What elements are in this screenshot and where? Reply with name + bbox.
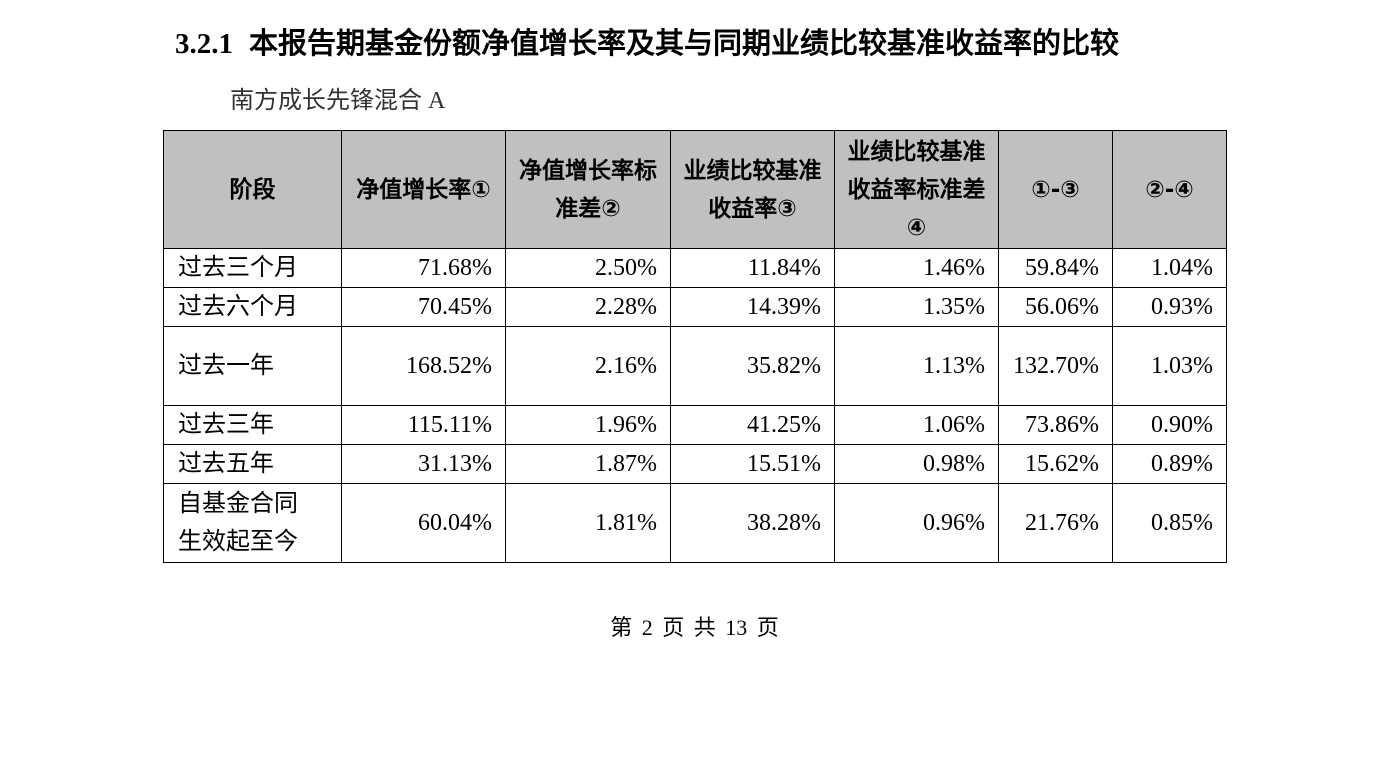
value-cell: 2.16% (505, 326, 671, 406)
value-cell: 1.13% (834, 326, 999, 406)
performance-table: 阶段 净值增长率① 净值增长率标准差② 业绩比较基准收益率③ 业绩比较基准收益率标准差④… (163, 130, 1227, 563)
value-cell: 1.06% (834, 405, 999, 445)
table-row: 过去六个月 70.45% 2.28% 14.39% 1.35% 56.06% 0.93% (163, 287, 1227, 327)
period-cell: 过去六个月 (163, 287, 342, 327)
column-header: 净值增长率① (341, 130, 506, 249)
fund-name: 南方成长先锋混合 A (230, 88, 446, 114)
table-row: 过去三年 115.11% 1.96% 41.25% 1.06% 73.86% 0.90% (163, 405, 1227, 445)
value-cell: 59.84% (998, 248, 1113, 288)
period-cell: 过去五年 (163, 444, 342, 484)
section-number: 3.2.1 (175, 28, 233, 60)
value-cell: 0.98% (834, 444, 999, 484)
value-cell: 0.85% (1112, 483, 1227, 563)
value-cell: 73.86% (998, 405, 1113, 445)
column-header: 阶段 (163, 130, 342, 249)
value-cell: 168.52% (341, 326, 506, 406)
header-row: 阶段 净值增长率① 净值增长率标准差② 业绩比较基准收益率③ 业绩比较基准收益率标准差④… (163, 130, 1227, 249)
period-cell: 过去三年 (163, 405, 342, 445)
value-cell: 0.96% (834, 483, 999, 563)
value-cell: 71.68% (341, 248, 506, 288)
value-cell: 31.13% (341, 444, 506, 484)
value-cell: 1.04% (1112, 248, 1227, 288)
column-header: 业绩比较基准收益率标准差④ (834, 130, 999, 249)
value-cell: 1.35% (834, 287, 999, 327)
column-header: 业绩比较基准收益率③ (670, 130, 835, 249)
section-title: 本报告期基金份额净值增长率及其与同期业绩比较基准收益率的比较 (249, 26, 1120, 60)
section-heading: 3.2.1 本报告期基金份额净值增长率及其与同期业绩比较基准收益率的比较 (175, 20, 1119, 62)
table-row: 自基金合同生效起至今 60.04% 1.81% 38.28% 0.96% 21.76% 0.… (163, 483, 1227, 563)
value-cell: 60.04% (341, 483, 506, 563)
table-row: 过去五年 31.13% 1.87% 15.51% 0.98% 15.62% 0.89% (163, 444, 1227, 484)
column-header: 净值增长率标准差② (505, 130, 671, 249)
table-row: 过去一年 168.52% 2.16% 35.82% 1.13% 132.70% 1.03% (163, 326, 1227, 406)
value-cell: 1.03% (1112, 326, 1227, 406)
value-cell: 15.51% (670, 444, 835, 484)
value-cell: 56.06% (998, 287, 1113, 327)
value-cell: 1.87% (505, 444, 671, 484)
period-cell: 过去一年 (163, 326, 342, 406)
column-header: ②-④ (1112, 130, 1227, 249)
column-header: ①-③ (998, 130, 1113, 249)
table-row: 过去三个月 71.68% 2.50% 11.84% 1.46% 59.84% 1.04% (163, 248, 1227, 288)
period-cell: 过去三个月 (163, 248, 342, 288)
value-cell: 2.50% (505, 248, 671, 288)
period-cell: 自基金合同生效起至今 (163, 483, 342, 563)
value-cell: 0.90% (1112, 405, 1227, 445)
value-cell: 41.25% (670, 405, 835, 445)
value-cell: 70.45% (341, 287, 506, 327)
value-cell: 0.89% (1112, 444, 1227, 484)
value-cell: 2.28% (505, 287, 671, 327)
value-cell: 132.70% (998, 326, 1113, 406)
value-cell: 1.96% (505, 405, 671, 445)
value-cell: 15.62% (998, 444, 1113, 484)
value-cell: 11.84% (670, 248, 835, 288)
value-cell: 35.82% (670, 326, 835, 406)
value-cell: 14.39% (670, 287, 835, 327)
value-cell: 115.11% (341, 405, 506, 445)
table-body: 过去三个月 71.68% 2.50% 11.84% 1.46% 59.84% 1.04% 过去… (163, 248, 1227, 563)
page-footer: 第 2 页 共 13 页 (610, 615, 779, 640)
value-cell: 1.81% (505, 483, 671, 563)
value-cell: 0.93% (1112, 287, 1227, 327)
value-cell: 1.46% (834, 248, 999, 288)
value-cell: 21.76% (998, 483, 1113, 563)
value-cell: 38.28% (670, 483, 835, 563)
